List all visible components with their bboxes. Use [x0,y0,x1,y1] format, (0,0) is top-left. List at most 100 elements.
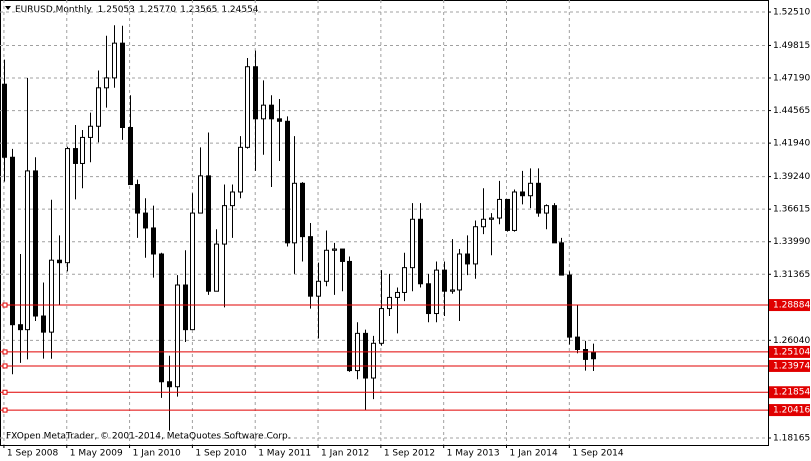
x-tick-label: 1 Jan 2012 [321,449,369,459]
candle-body [285,120,290,244]
x-tick-label: 1 Sep 2008 [7,449,59,459]
candle-body [489,217,494,220]
x-tick-label: 1 May 2011 [258,449,311,459]
candle-body [473,226,478,265]
candle-body [159,253,164,383]
candle-body [230,191,235,207]
candle-body [269,104,274,120]
candle-body [80,136,85,164]
candle-body [575,336,580,351]
candle-body [505,198,510,231]
candle-body [112,42,117,79]
quote: 1.25053 [98,5,135,15]
candle-body [190,212,195,331]
x-tick-label: 1 May 2009 [70,449,123,459]
x-tick-label: 1 Sep 2014 [572,449,624,459]
chart-title: EURUSD,Monthly 1.25053 1.25770 1.23565 1.245… [15,5,259,15]
level-box [769,386,810,399]
candle-body [214,243,219,292]
level-box [769,299,810,312]
x-tick-label: 1 Jan 2014 [510,449,558,459]
candle-body [206,175,211,292]
x-tick-label: 1 May 2013 [447,449,500,459]
candle-body [57,259,62,264]
candle-body [363,332,368,379]
level-label: 1.23974 [773,361,810,371]
x-tick-label: 1 Jan 2010 [133,449,181,459]
y-tick-label: 1.31365 [773,270,810,280]
plot-frame [0,0,769,446]
candle-body [10,156,15,326]
y-tick-label: 1.36615 [773,205,810,215]
candle-body [583,349,588,360]
level-label: 1.21854 [773,388,810,398]
candle-body [143,212,148,229]
candle-body [25,170,30,331]
y-tick-label: 1.47190 [773,74,810,84]
level-box [769,404,810,417]
candle-body [434,269,439,315]
candle-body [253,66,258,120]
candle-body [520,191,525,197]
candle-body [387,296,392,310]
candle-body [497,198,502,219]
candle-body [379,308,384,344]
level-handle [2,302,8,308]
candle-body [65,148,70,264]
candle-body [528,182,533,197]
quote: 1.24554 [221,5,258,15]
candle-body [49,259,54,333]
y-tick-label: 1.41940 [773,139,810,149]
candle-body [73,148,78,164]
candle-body [277,118,282,122]
level-label: 1.28884 [773,301,810,311]
candle-body [18,324,23,331]
candle-body [512,191,517,231]
candle-body [96,87,101,127]
y-tick-label: 1.33990 [773,237,810,247]
candle-body [104,77,109,89]
y-tick-label: 1.44565 [773,106,810,116]
candle-body [544,205,549,214]
y-tick-label: 1.49815 [773,41,810,51]
candle-body [300,182,305,238]
candle-body [591,352,596,360]
candle-body [395,291,400,298]
x-tick-label: 1 Sep 2010 [195,449,247,459]
candle-body [238,146,243,193]
candle-body [167,381,172,388]
level-box [769,359,810,372]
candle-body [324,249,329,282]
y-tick-label: 1.26040 [773,336,810,346]
candle-body [442,269,447,292]
x-tick-label: 1 Sep 2012 [384,449,435,459]
candle-body [88,125,93,138]
candle-body [426,283,431,315]
candle-body [567,274,572,338]
candle-body [41,315,46,333]
candle-body [198,175,203,214]
candle-body [347,260,352,372]
candle-body [308,236,313,297]
level-handle [2,349,8,355]
menu-arrow[interactable] [5,6,11,10]
candle-body [371,342,376,379]
candle-body [128,126,133,186]
quote: 1.25770 [139,5,176,15]
level-handle [2,389,8,395]
candle-body [410,218,415,269]
candle-body [245,66,250,148]
level-label: 1.25104 [773,347,810,357]
candle-body [316,280,321,297]
candle-body [222,205,227,245]
candle-body [292,182,297,244]
candle-body [457,253,462,291]
quote: 1.23565 [180,5,217,15]
y-tick-label: 1.52510 [773,8,810,18]
level-label: 1.20416 [773,406,810,416]
candle-body [559,242,564,276]
candle-body [340,248,345,262]
candle-body [332,248,337,251]
candle-body [481,218,486,228]
